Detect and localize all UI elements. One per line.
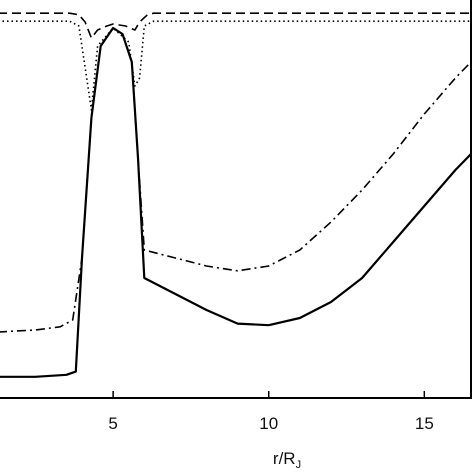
series-line-dashdot xyxy=(0,27,472,333)
x-tick-label: 15 xyxy=(415,414,434,433)
series-line-dashed xyxy=(0,12,471,39)
series-layer xyxy=(0,12,472,378)
x-tick-label: 5 xyxy=(108,414,117,433)
x-tick-label: 10 xyxy=(259,414,278,433)
series-line-dotted xyxy=(0,20,471,111)
series-line-solid xyxy=(0,26,472,378)
x-axis-title: r/RJ xyxy=(273,449,301,471)
x-axis-ticks: 5 10 15 xyxy=(108,391,434,433)
plot-frame xyxy=(0,0,472,399)
